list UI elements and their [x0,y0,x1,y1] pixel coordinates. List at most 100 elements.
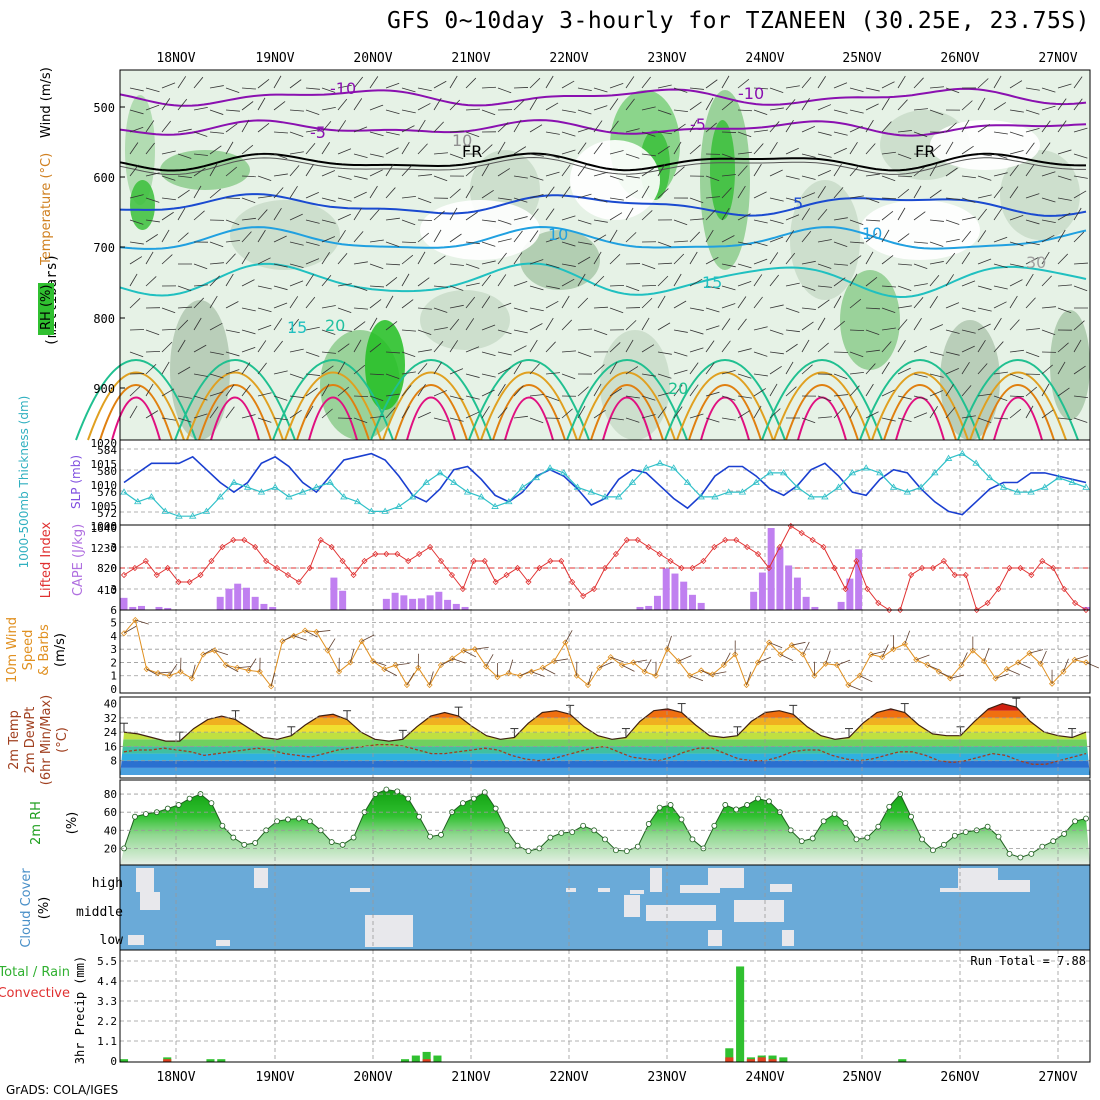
wind-barb [561,241,576,247]
wind-barb [625,76,635,89]
precip-ytick: 1.1 [97,1035,117,1048]
wind-barb [801,260,816,265]
lifted-index-point [230,536,237,544]
wind-barb [161,361,170,375]
wind-barb [785,214,800,221]
wind-barb-10m [248,658,257,671]
wind-barb [657,351,672,355]
wind-barb [785,175,800,180]
wind-barb [577,351,592,358]
lifted-index-point [765,564,773,572]
wind-barb [737,185,746,199]
precip-bar [898,1059,907,1062]
wind-barb-10m [225,664,239,673]
lifted-index-point [612,550,619,558]
wind-barb [321,383,330,397]
lifted-index-ytick: 3 [110,583,117,596]
isotherm-arch [174,359,296,441]
wind-barb [433,390,448,397]
wind-barb [673,240,688,243]
wind-barb [145,104,160,111]
wind-barb [433,285,448,288]
wind-barb-10m [689,675,704,682]
wind-barb [401,87,416,93]
wind-ylabel: & Barbs [37,624,52,676]
rh-shade [170,300,230,440]
wind-barb-10m [757,656,771,663]
wind-barb [1073,231,1085,243]
wind-barb [817,131,832,136]
wind-speed-point [777,651,784,658]
wind-barb [1025,386,1038,397]
wind-barb [145,410,159,419]
thickness-point [230,478,238,485]
wind-barb [305,405,314,419]
wind-barb [177,395,192,399]
wind-barb [705,417,720,423]
wind-barb [753,388,766,397]
wind-barb [881,210,894,221]
wind-barb [321,351,336,354]
wind-barb [577,164,587,177]
wind-barb [321,197,336,202]
wind-speed-point [449,655,456,662]
wind-barb [945,367,959,375]
wind-barb-10m [168,663,178,676]
wind-barb [145,363,157,375]
wind-barb-10m [270,672,275,687]
wind-barb [161,328,177,331]
wind-barb [609,175,624,181]
cape-bar [671,573,679,610]
rh-point [459,800,466,807]
wind-speed-point [890,646,897,653]
wind-barb [289,151,304,155]
wind-barb [481,219,496,223]
wind-barb [881,97,890,111]
wind-barb [561,295,570,309]
rh-point [350,834,357,841]
thickness-point [656,459,664,466]
wind-barb [961,345,975,353]
lifted-index-point [219,543,226,551]
wind-barb [465,318,475,331]
wind-barb [209,188,221,199]
wind-barb [577,273,586,287]
run-total: Run Total = 7.88 [970,954,1086,968]
wind-barb [417,174,432,177]
wind-barb [641,344,655,353]
wind-barb [785,119,794,133]
isotherm-10 [119,225,1087,250]
wind-barb [769,274,779,287]
wind-barb [1009,408,1022,419]
wind-barb [545,395,560,402]
lifted-index-point [536,564,543,572]
wind-barb [849,125,863,133]
wind-barb [817,76,826,89]
rh-point [427,833,433,840]
wind-barb [929,296,938,309]
wind-barb [785,252,796,265]
wind-barb [897,285,912,291]
lifted-index-point [623,536,630,544]
lifted-index-point [459,585,466,593]
cloud-gap [630,890,644,894]
wind-barb [1025,87,1040,91]
lifted-index-point [918,564,926,572]
wind-barb [673,219,688,226]
wind-barb [865,307,880,310]
lifted-index-point [273,564,281,572]
wind-barb [513,280,528,287]
wind-barb [785,99,796,111]
rh-point [602,836,608,843]
wind-barb [913,395,928,400]
cape-bar [225,588,233,610]
rh-point [547,834,554,841]
wind-barb [1025,373,1041,375]
wind-barb [545,237,560,243]
wind-barb [481,389,495,397]
rh-shade [520,230,600,290]
cape-bar [400,595,408,610]
wind-barb [289,131,304,137]
wind-barb [305,373,320,376]
wind-barb [449,153,464,160]
